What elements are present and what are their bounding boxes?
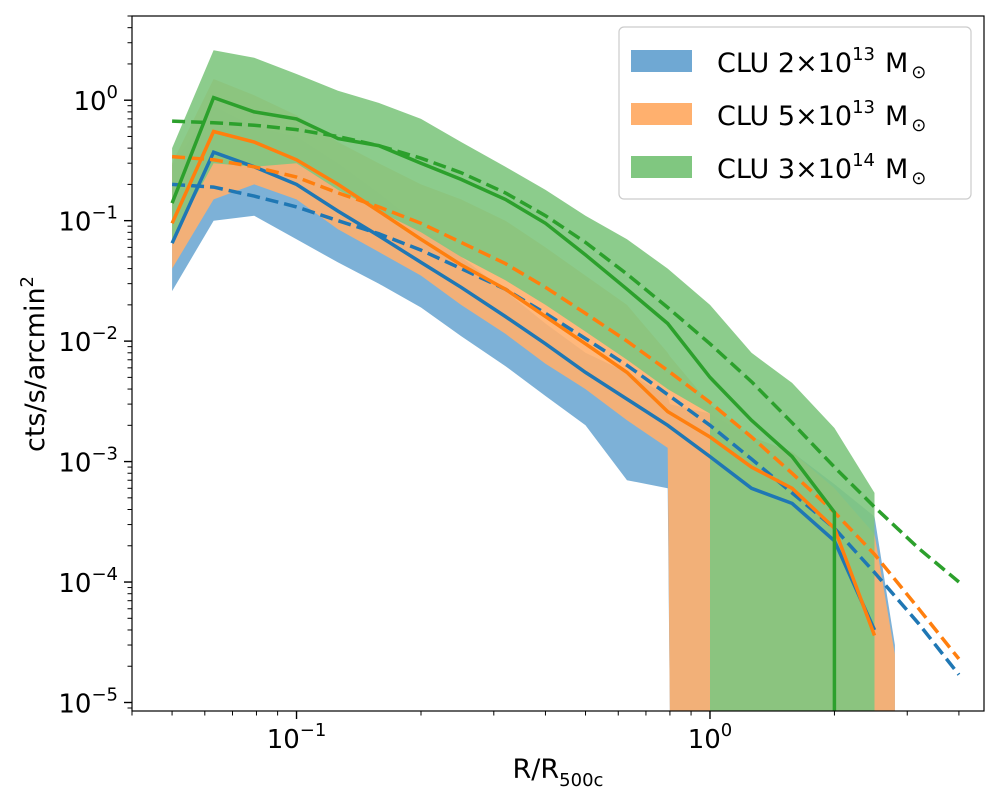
legend-swatch xyxy=(631,103,692,125)
legend-box xyxy=(618,26,972,200)
y-tick-label: 10−1 xyxy=(58,203,118,238)
x-tick-label: 10−1 xyxy=(267,720,327,755)
model-line-series-2 xyxy=(171,154,961,660)
y-tick-label: 100 xyxy=(73,82,118,117)
x-axis-label: R/R500c xyxy=(513,754,604,791)
median-line-series-2 xyxy=(170,129,877,637)
legend: CLU 2×1013 M ⊙ CLU 5×1013 M ⊙ CLU 3×1014 M ⊙ xyxy=(618,26,972,200)
median-line-series-1 xyxy=(170,150,877,631)
model-line-series-3 xyxy=(172,119,961,584)
legend-entry: CLU 3×1014 M ⊙ xyxy=(717,150,926,189)
median-line-series-3 xyxy=(170,95,837,711)
axes: 10−1 100 100 10−1 10−2 10−3 10−4 10−5 xyxy=(58,15,960,755)
y-tick-label: 10−3 xyxy=(58,444,118,479)
legend-swatch xyxy=(631,156,692,178)
legend-swatch xyxy=(631,50,692,72)
legend-entry: CLU 5×1013 M ⊙ xyxy=(717,97,926,136)
band-series-3 xyxy=(172,50,875,711)
legend-entry: CLU 2×1013 M ⊙ xyxy=(717,44,926,83)
plot-frame xyxy=(131,15,985,712)
y-tick-label: 10−4 xyxy=(58,564,118,599)
band-layer xyxy=(172,50,895,711)
x-tick-label: 100 xyxy=(688,720,733,755)
line-layer xyxy=(170,95,961,711)
y-tick-label: 10−2 xyxy=(58,323,118,358)
y-tick-label: 10−5 xyxy=(58,684,118,719)
y-axis-label: cts/s/arcmin2 xyxy=(17,276,51,452)
